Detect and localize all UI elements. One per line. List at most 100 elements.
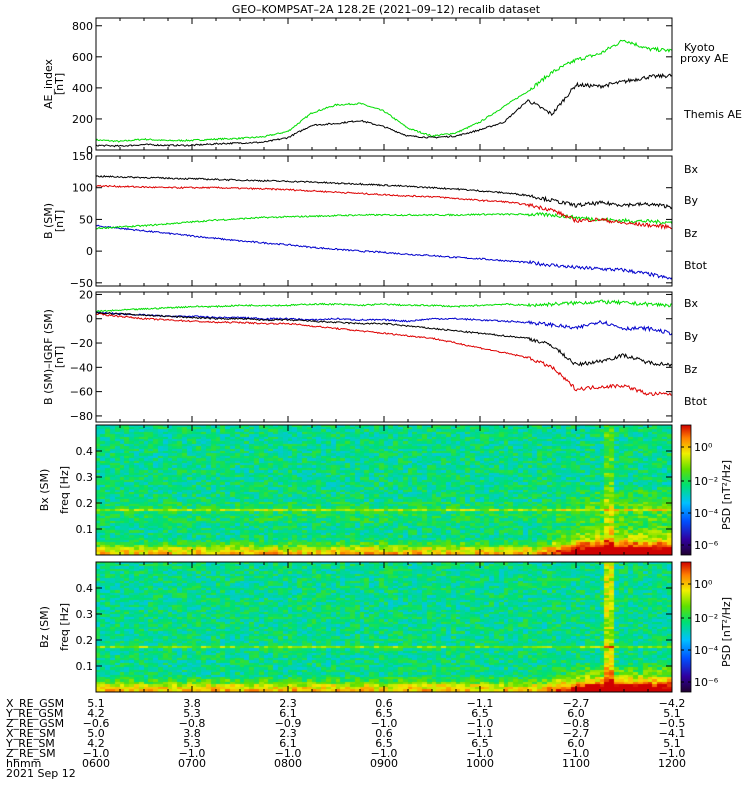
b_minus_igrf-series-btot xyxy=(95,311,673,368)
ae-legend-item: Themis AE xyxy=(683,108,742,121)
ephemeris-cell: 6.1 xyxy=(279,737,297,750)
bx_spectrogram-ytick-label: 0.2 xyxy=(76,497,94,510)
b_sm-series-btot xyxy=(95,174,673,210)
ephemeris-cell: 6.1 xyxy=(279,707,297,720)
ae-legend-item: Kyoto xyxy=(684,41,715,54)
b_sm-panel: −50 0 50 100 150 B (SM)[nT] Bx By Bz Btot xyxy=(42,150,708,290)
ephemeris-cell: 4.2 xyxy=(87,707,105,720)
ephemeris-cell: 6.0 xyxy=(567,737,585,750)
bx_spectrogram-ytick-label: 0.4 xyxy=(76,445,94,458)
ephemeris-row-label: Z_RE_GSM xyxy=(6,717,64,730)
ephemeris-cell: 6.5 xyxy=(375,737,393,750)
b_minus_igrf-series-bx xyxy=(95,311,673,336)
b_minus_igrf-legend-item: By xyxy=(684,330,699,343)
ephemeris-cell: 6.5 xyxy=(471,737,489,750)
ephemeris-cell: 5.0 xyxy=(87,727,105,740)
ephemeris-cell: 1100 xyxy=(562,757,590,770)
ephemeris-cell: 3.8 xyxy=(183,697,201,710)
ephemeris-table: X_RE_GSMY_RE_GSMZ_RE_GSMX_RE_SMY_RE_SMZ_… xyxy=(5,697,686,780)
ephemeris-cell: 5.1 xyxy=(663,737,681,750)
b_minus_igrf-legend-item: Btot xyxy=(684,395,708,408)
ephemeris-cell: 3.8 xyxy=(183,727,201,740)
bz_spectrogram-ytick-label: 0.2 xyxy=(76,634,94,647)
ephemeris-cell: 1200 xyxy=(658,757,686,770)
bx_spectrogram-colorbar-tick: 10⁻² xyxy=(694,475,718,488)
b_minus_igrf-ytick-label: −80 xyxy=(70,410,93,423)
b_sm-ytick-label: 50 xyxy=(79,213,93,226)
ephemeris-cell: 6.0 xyxy=(567,707,585,720)
ephemeris-cell: −1.0 xyxy=(371,717,398,730)
figure-title: GEO–KOMPSAT–2A 128.2E (2021–09–12) recal… xyxy=(232,3,541,16)
bz_spectrogram-colorbar-tick: 10⁻⁶ xyxy=(694,676,719,689)
ephemeris-row-label: hhmm xyxy=(6,757,41,770)
b_sm-ytick-label: −50 xyxy=(70,277,93,290)
ephemeris-cell: −1.1 xyxy=(467,697,494,710)
b_sm-legend-item: Bz xyxy=(684,227,698,240)
b_minus_igrf-ytick-label: −20 xyxy=(70,337,93,350)
ephemeris-date: 2021 Sep 12 xyxy=(6,767,76,780)
ephemeris-cell: −0.6 xyxy=(83,717,110,730)
b_minus_igrf-legend-item: Bx xyxy=(684,297,699,310)
bz_spectrogram-colorbar-tick: 10⁰ xyxy=(694,578,713,591)
ae-ytick-label: 0 xyxy=(86,144,93,157)
ephemeris-cell: −1.0 xyxy=(659,747,686,760)
b_minus_igrf-ylabel: B (SM)–IGRF (SM) xyxy=(42,309,55,405)
b_sm-series-bx xyxy=(95,224,673,280)
ephemeris-row-label: X_RE_GSM xyxy=(6,697,64,710)
bz-spectrogram-panel: 0.1 0.2 0.3 0.4 Bz (SM) freq [Hz] 10⁰ 10⁻² 10⁻⁴… xyxy=(38,561,733,693)
b_minus_igrf-ytick-label: 0 xyxy=(86,313,93,326)
bz-spectrogram-image xyxy=(96,562,672,692)
ephemeris-cell: 0800 xyxy=(274,757,302,770)
b_sm-legend-item: By xyxy=(684,194,699,207)
bx-spectrogram-panel: 0.1 0.2 0.3 0.4 Bx (SM) freq [Hz] 10⁰ 10⁻² 10⁻⁴… xyxy=(38,424,733,556)
b_sm-frame xyxy=(95,155,673,287)
ephemeris-cell: 5.3 xyxy=(183,737,201,750)
ephemeris-cell: 2.3 xyxy=(279,697,297,710)
ephemeris-cell: 0700 xyxy=(178,757,206,770)
b_minus_igrf-series-bz xyxy=(95,312,673,396)
ephemeris-cell: −4.1 xyxy=(659,727,686,740)
ephemeris-cell: −1.1 xyxy=(467,727,494,740)
ephemeris-cell: 6.5 xyxy=(375,707,393,720)
b_sm-ytick-label: 100 xyxy=(72,182,93,195)
ephemeris-cell: 5.1 xyxy=(87,697,105,710)
ephemeris-cell: 0.6 xyxy=(375,727,393,740)
ephemeris-row-label: Y_RE_GSM xyxy=(5,707,63,720)
ae-legend-item: proxy AE xyxy=(680,52,729,65)
ae-series-kyoto-proxy-ae xyxy=(95,39,673,143)
ephemeris-cell: 5.3 xyxy=(183,707,201,720)
ephemeris-cell: −0.8 xyxy=(563,717,590,730)
b_minus_igrf-ytick-label: −60 xyxy=(70,386,93,399)
bx_spectrogram-ylabel: Bx (SM) xyxy=(38,469,51,512)
bz_spectrogram-ytick-label: 0.4 xyxy=(76,582,94,595)
bz_spectrogram-colorbar-tick: 10⁻⁴ xyxy=(694,644,719,657)
bx_spectrogram-ylabel: freq [Hz] xyxy=(58,466,71,514)
ae-series-themis-ae xyxy=(95,72,673,148)
b_minus_igrf-series-by xyxy=(95,299,673,313)
bx_spectrogram-colorbar-tick: 10⁰ xyxy=(694,441,713,454)
b_sm-series-bz xyxy=(95,184,673,230)
ae-ytick-label: 600 xyxy=(72,51,93,64)
b_sm-series-by xyxy=(95,212,673,230)
ephemeris-cell: 6.5 xyxy=(471,707,489,720)
ae-ylabel: AE_index xyxy=(42,58,55,109)
b_minus_igrf-ytick-label: 20 xyxy=(79,288,93,301)
ephemeris-cell: −1.0 xyxy=(371,747,398,760)
ephemeris-cell: 2.3 xyxy=(279,727,297,740)
ephemeris-cell: −0.8 xyxy=(179,717,206,730)
ephemeris-cell: −0.5 xyxy=(659,717,686,730)
b_minus_igrf-legend-item: Bz xyxy=(684,363,698,376)
ephemeris-row-label: Z_RE_SM xyxy=(6,747,56,760)
ephemeris-cell: −1.0 xyxy=(467,747,494,760)
ephemeris-cell: 0600 xyxy=(82,757,110,770)
bz-colorbar xyxy=(680,561,692,693)
bz_spectrogram-ylabel: Bz (SM) xyxy=(38,606,51,648)
bx_spectrogram-colorbar-label: PSD [nT²/Hz] xyxy=(720,460,733,530)
ae-ytick-label: 800 xyxy=(72,20,93,33)
ephemeris-cell: −1.0 xyxy=(275,747,302,760)
bx-colorbar xyxy=(680,424,692,556)
b_sm-ylabel: B (SM) xyxy=(42,203,55,239)
bx-spectrogram-image xyxy=(96,425,672,555)
ephemeris-cell: −0.9 xyxy=(275,717,302,730)
